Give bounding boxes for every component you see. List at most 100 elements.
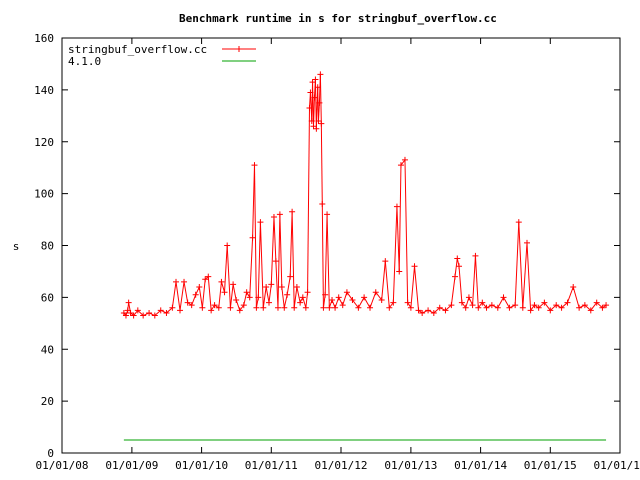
data-point (401, 156, 408, 163)
series-segment (293, 286, 298, 308)
data-point (372, 289, 379, 296)
series-segment (268, 284, 272, 303)
data-point (308, 118, 315, 124)
series-segment (226, 245, 231, 308)
series-segment (363, 297, 371, 308)
data-point (134, 307, 141, 314)
series-segment (398, 165, 402, 272)
data-point (378, 296, 385, 303)
series-layer (120, 71, 610, 441)
data-point (202, 276, 209, 283)
series-segment (375, 291, 383, 301)
series-segment (404, 159, 409, 303)
series-segment (239, 304, 245, 311)
data-point (315, 118, 322, 124)
series-segment (526, 242, 532, 311)
axis-ticks: 0 20 40 60 80 100 120 140 160 01/01/08 01/01/09 01/… (34, 32, 640, 472)
series-segment (407, 302, 412, 309)
data-point (309, 79, 316, 86)
data-point (469, 302, 476, 309)
data-point (270, 213, 277, 220)
data-point (236, 307, 243, 314)
series-segment (307, 108, 310, 293)
data-point (599, 304, 606, 311)
series-segment (454, 258, 458, 277)
x-tick-label: 01/01/15 (524, 459, 577, 472)
data-point (188, 302, 195, 309)
series-segment (229, 284, 234, 308)
data-point (310, 123, 317, 130)
series-segment (291, 211, 295, 308)
x-tick-label: 01/01/09 (105, 459, 158, 472)
data-point (302, 304, 309, 311)
data-point (289, 208, 296, 215)
series-segment (166, 307, 173, 314)
series-segment (210, 304, 215, 311)
data-point (230, 281, 237, 288)
data-point (454, 255, 461, 262)
data-point (151, 312, 158, 319)
data-point (442, 307, 449, 314)
data-point (224, 242, 231, 249)
series-segment (326, 214, 330, 308)
data-point (456, 263, 463, 270)
series-segment (262, 286, 267, 308)
series-segment (218, 281, 222, 308)
data-point (272, 258, 279, 265)
series-segment (433, 307, 441, 314)
series-segment (497, 297, 504, 308)
data-point (411, 263, 418, 270)
data-point (130, 312, 137, 319)
series-segment (224, 245, 228, 293)
series-segment (369, 292, 377, 308)
series-segment (331, 299, 336, 308)
series-segment (198, 286, 203, 308)
data-point (169, 304, 176, 311)
series-segment (543, 302, 551, 311)
y-tick-label: 60 (41, 291, 54, 304)
data-point (316, 99, 323, 106)
series-segment (352, 299, 359, 309)
data-point (243, 289, 250, 296)
plot-frame (61, 37, 621, 454)
data-point (268, 281, 275, 288)
data-point (192, 291, 199, 298)
data-point (140, 312, 147, 319)
data-point (515, 219, 522, 226)
data-point (297, 299, 304, 306)
data-point (312, 76, 319, 83)
data-point (253, 304, 260, 311)
data-point (317, 71, 324, 78)
data-point (430, 309, 437, 316)
series-segment (195, 286, 200, 295)
series-segment (259, 222, 264, 308)
series-segment (207, 276, 212, 311)
data-point (291, 304, 298, 311)
data-point (386, 304, 393, 311)
data-point (462, 304, 469, 311)
y-tick-label: 80 (41, 240, 54, 253)
series-segment (346, 291, 353, 301)
data-point (393, 203, 400, 210)
data-point (512, 302, 519, 309)
series-segment (392, 206, 398, 303)
data-point (314, 84, 321, 91)
series-segment (321, 203, 324, 308)
series-segment (273, 216, 277, 262)
data-point (260, 304, 267, 311)
data-point (527, 307, 534, 314)
data-point (320, 304, 327, 311)
data-point (257, 219, 264, 226)
data-point (382, 258, 389, 265)
data-point (124, 307, 131, 314)
series-segment (396, 206, 400, 272)
series-segment (320, 123, 323, 205)
data-point (500, 294, 507, 301)
series-segment (518, 222, 524, 308)
data-point (452, 273, 459, 280)
series-segment (450, 276, 456, 306)
series-segment (584, 304, 592, 311)
legend-marker (236, 46, 242, 52)
data-point (177, 307, 184, 314)
